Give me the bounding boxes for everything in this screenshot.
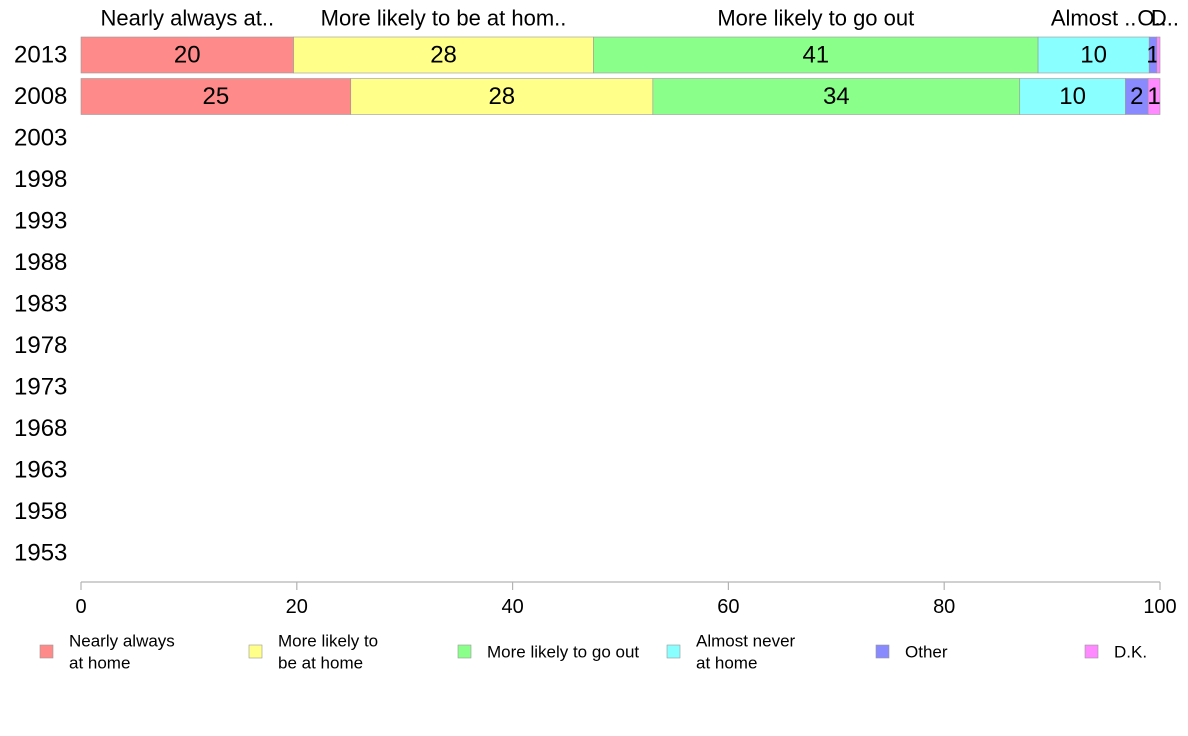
y-tick-label: 1953 <box>14 540 67 567</box>
data-label: 20 <box>174 42 201 69</box>
legend-swatch <box>248 644 263 659</box>
y-tick-label: 1983 <box>14 291 67 318</box>
legend-label: D.K. <box>1114 643 1147 662</box>
legend-label: Almost never <box>696 632 796 651</box>
legend: Nearly always at home More likely to be at … <box>39 632 1147 673</box>
top-category-label: Nearly always at.. <box>100 6 274 31</box>
y-tick-label: 1993 <box>14 208 67 235</box>
legend-label: at home <box>696 654 757 673</box>
y-tick-label: 1958 <box>14 498 67 525</box>
legend-label: Nearly always <box>69 632 175 651</box>
bar-segment <box>80 78 352 115</box>
legend-swatch <box>875 644 890 659</box>
y-tick-label: 2008 <box>14 83 67 110</box>
bar-segment <box>1019 78 1126 115</box>
y-tick-label: 1978 <box>14 332 67 359</box>
x-tick-label: 0 <box>75 596 86 618</box>
data-label: 10 <box>1080 42 1107 69</box>
data-label: 28 <box>430 42 457 69</box>
top-category-label: More likely to go out <box>717 6 914 31</box>
bar-segment <box>1147 78 1161 115</box>
y-tick-label: 2013 <box>14 42 67 69</box>
legend-label: be at home <box>278 654 363 673</box>
top-category-label: O.. <box>1137 6 1166 31</box>
bar-segment <box>652 78 1021 115</box>
y-axis-labels: 2013 2008 2003 1998 1993 1988 1983 1978 1973 1968… <box>14 42 67 567</box>
data-label: 41 <box>802 42 829 69</box>
y-tick-label: 2003 <box>14 125 67 152</box>
top-category-label: D.. <box>1151 6 1179 31</box>
x-tick-label: 100 <box>1143 596 1176 618</box>
data-label: 1 <box>1147 83 1160 110</box>
bar-segment <box>350 78 654 115</box>
bar-segment <box>593 36 1039 74</box>
legend-label: More likely to go out <box>487 643 639 662</box>
bars: 20 28 41 10 1 25 28 34 10 2 1 <box>80 36 1161 115</box>
y-tick-label: 1968 <box>14 415 67 442</box>
x-tick-label: 40 <box>501 596 523 618</box>
x-tick-label: 80 <box>933 596 955 618</box>
legend-label: at home <box>69 654 130 673</box>
data-label: 28 <box>488 83 515 110</box>
data-label: 1 <box>1146 42 1159 69</box>
data-label: 10 <box>1059 83 1086 110</box>
top-category-label: More likely to be at hom.. <box>321 6 567 31</box>
bar-segment <box>1037 36 1150 74</box>
legend-label: More likely to <box>278 632 378 651</box>
legend-swatch <box>457 644 472 659</box>
x-tick-label: 20 <box>286 596 308 618</box>
data-label: 2 <box>1130 83 1143 110</box>
x-axis: 0 20 40 60 80 100 <box>75 581 1177 618</box>
legend-swatch <box>666 644 681 659</box>
top-category-labels: Nearly always at.. More likely to be at h… <box>100 6 1179 31</box>
top-category-label: Almost .. <box>1051 6 1137 31</box>
y-tick-label: 1998 <box>14 166 67 193</box>
y-tick-label: 1988 <box>14 249 67 276</box>
bar-segment <box>80 36 294 74</box>
y-tick-label: 1973 <box>14 374 67 401</box>
legend-swatch <box>39 644 54 659</box>
y-tick-label: 1963 <box>14 457 67 484</box>
data-label: 34 <box>823 83 850 110</box>
data-label: 25 <box>203 83 230 110</box>
legend-swatch <box>1084 644 1099 659</box>
legend-label: Other <box>905 643 948 662</box>
bar-segment <box>293 36 594 74</box>
bar-segment <box>1156 36 1161 74</box>
x-tick-label: 60 <box>717 596 739 618</box>
